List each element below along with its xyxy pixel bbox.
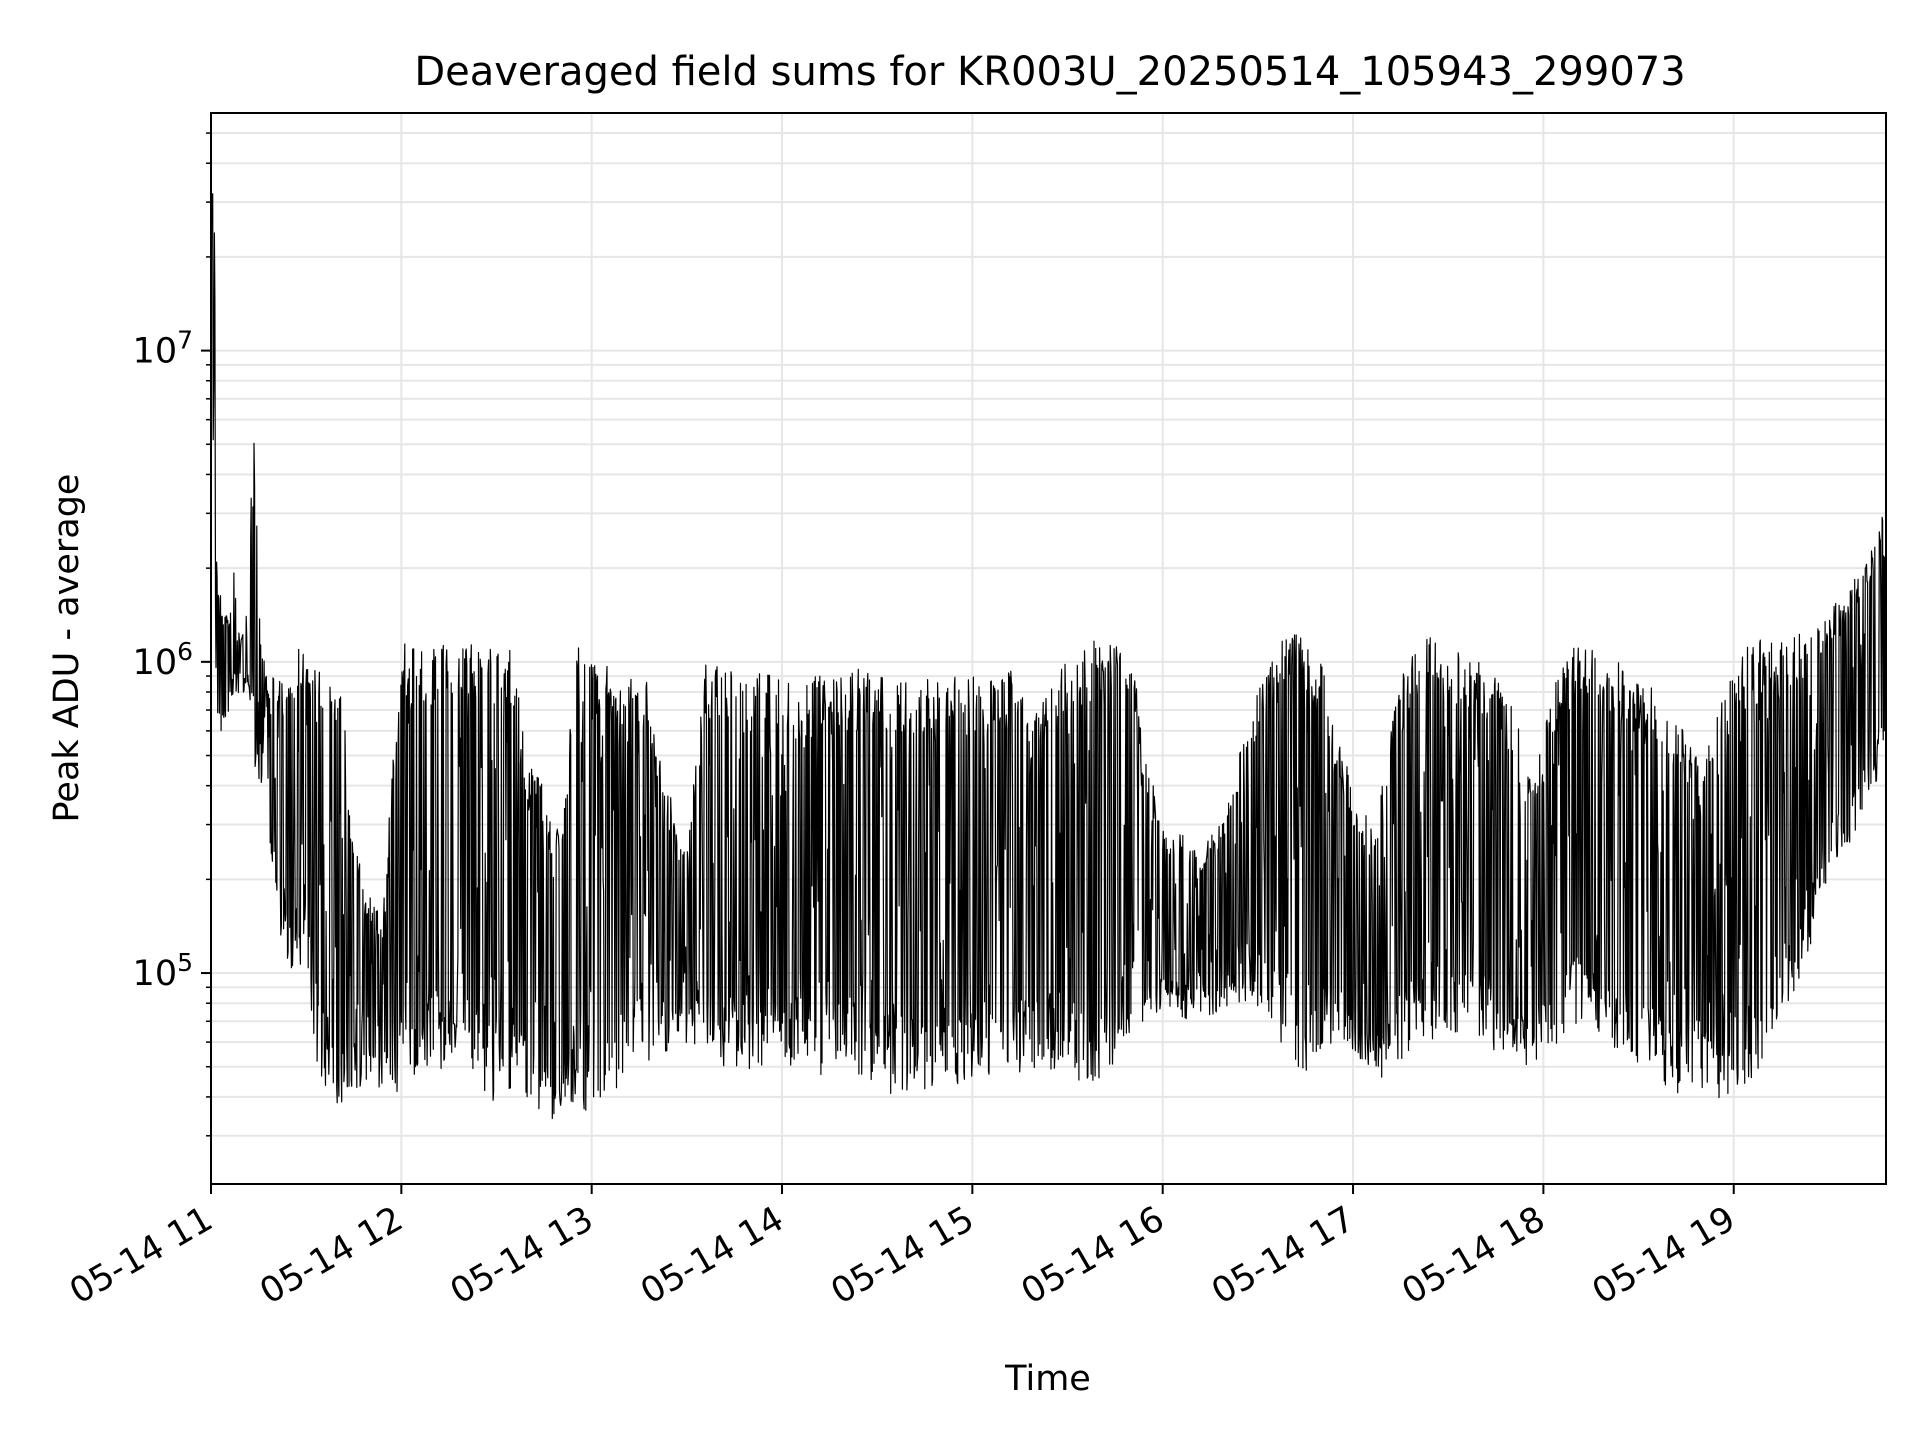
axes-frame <box>210 112 1887 1185</box>
plot-area <box>210 112 1887 1185</box>
x-axis-label: Time <box>1004 1359 1091 1399</box>
y-tick-label: 107 <box>133 326 193 372</box>
y-axis: 105 106 107 <box>133 132 211 1137</box>
y-tick-label: 105 <box>133 948 193 994</box>
chart-title: Deaveraged field sums for KR003U_2025051… <box>414 49 1685 95</box>
y-axis-label: Peak ADU - average <box>47 474 87 823</box>
y-tick-label: 106 <box>133 637 193 683</box>
data-series <box>210 193 1887 1120</box>
series-line <box>210 193 1887 1120</box>
